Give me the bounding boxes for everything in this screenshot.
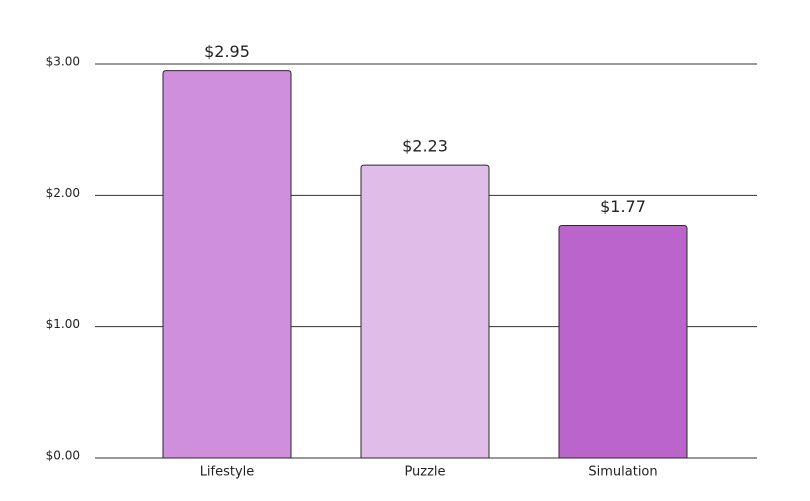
value-label: $1.77 — [600, 197, 646, 216]
y-tick-label: $0.00 — [46, 449, 80, 463]
x-tick-label: Puzzle — [404, 465, 445, 480]
bar — [360, 164, 490, 459]
y-tick-label: $3.00 — [46, 55, 80, 69]
bar — [162, 70, 292, 459]
x-tick-label: Simulation — [588, 465, 657, 480]
x-tick-label: Lifestyle — [200, 465, 255, 480]
value-label: $2.23 — [402, 137, 448, 156]
bar — [558, 225, 688, 459]
y-tick-label: $1.00 — [46, 317, 80, 331]
y-tick-label: $2.00 — [46, 186, 80, 200]
value-label: $2.95 — [204, 42, 250, 61]
